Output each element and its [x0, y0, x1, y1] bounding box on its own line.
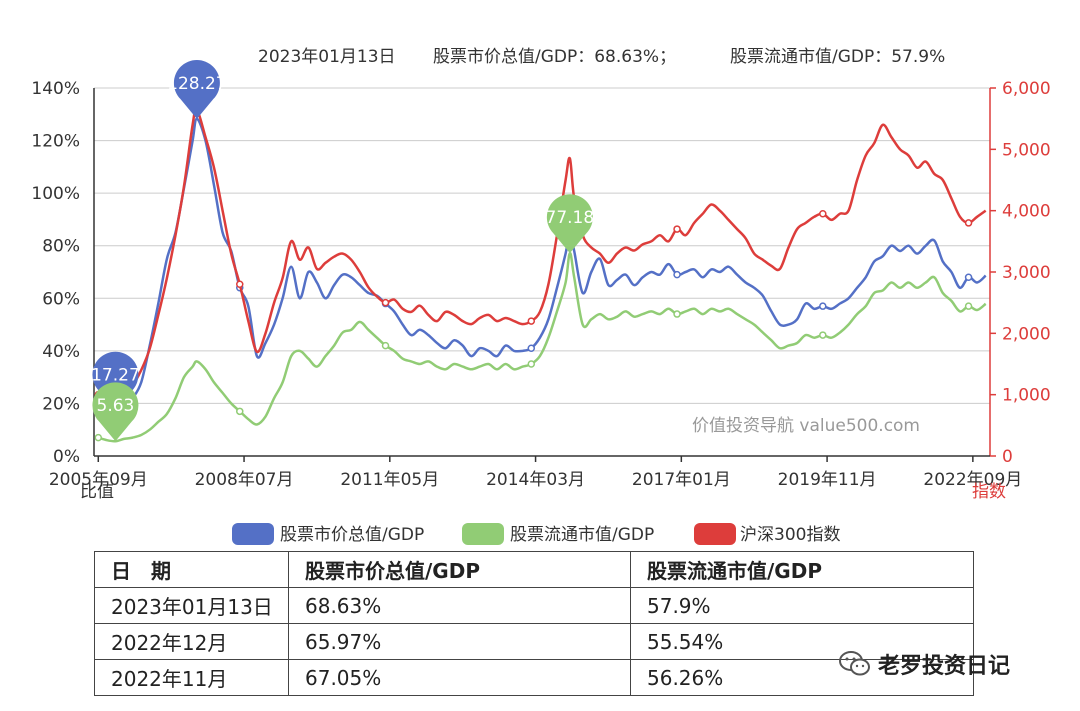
y-right-tick-label: 1,000 [1002, 386, 1051, 406]
x-tick-label: 2008年07月 [195, 470, 294, 490]
x-tick-label: 2014年03月 [486, 470, 585, 490]
series-point [673, 270, 681, 279]
x-tick-label: 2005年09月 [49, 470, 148, 490]
x-tick-label: 2022年09月 [923, 470, 1022, 490]
legend-swatch-total [232, 523, 274, 545]
pin-label: 77.18 [546, 208, 595, 228]
table-cell-date: 2022年12月 [94, 623, 289, 660]
series-point [236, 407, 244, 416]
series-point [673, 225, 681, 233]
pin-label: 5.63 [97, 396, 135, 416]
y-right-tick-label: 3,000 [1002, 263, 1051, 283]
pin-marker: 128.27 [167, 59, 227, 119]
header-float-ratio: 股票流通市值/GDP：57.9% [730, 47, 945, 67]
extreme-markers: 17.27 128.27 5.63 77.18 [91, 59, 595, 442]
pin-marker: 77.18 [546, 194, 595, 254]
float-ratio-line [97, 251, 987, 443]
hs300-index-line [97, 107, 987, 401]
series-point [819, 331, 827, 339]
series-point [819, 302, 827, 310]
x-tick-label: 2017年01月 [632, 470, 731, 490]
table-cell-date: 2023年01月13日 [94, 587, 289, 624]
table-row: 2023年01月13日 68.63% 57.9% [94, 587, 974, 624]
wechat-watermark: 老罗投资日记 [838, 648, 1010, 684]
legend-swatch-float [462, 523, 504, 545]
right-axis-unit: 指数 [972, 482, 1006, 502]
left-axis-unit: 比值 [80, 482, 114, 502]
pin-shape [173, 59, 220, 119]
series-point [527, 317, 536, 325]
series-point [527, 360, 536, 368]
legend-label-total: 股票市价总值/GDP [280, 525, 424, 545]
series-point [964, 302, 973, 310]
table-row: 2022年11月 67.05% 56.26% [94, 659, 974, 696]
y-right-tick-label: 4,000 [1002, 202, 1051, 222]
series-point [527, 344, 536, 352]
legend-label-index: 沪深300指数 [740, 525, 840, 545]
y-right-tick-label: 0 [1002, 447, 1013, 467]
y-left-tick-label: 100% [31, 184, 80, 204]
y-right-tick-label: 6,000 [1002, 79, 1051, 99]
series-point [236, 280, 244, 289]
table-cell-total: 65.97% [288, 623, 631, 660]
pin-shape [92, 382, 139, 442]
y-left-tick-label: 20% [42, 394, 80, 414]
series-point [964, 273, 973, 282]
wechat-account-name: 老罗投资日记 [878, 654, 1011, 679]
x-tick-label: 2011年05月 [340, 470, 439, 490]
table-cell-date: 2022年11月 [94, 659, 289, 696]
legend: 股票市价总值/GDP 股票流通市值/GDP 沪深300指数 [232, 523, 840, 545]
y-left-tick-label: 60% [42, 289, 80, 309]
series-point [819, 209, 827, 218]
y-left-tick-label: 120% [31, 132, 80, 152]
legend-label-float: 股票流通市值/GDP [510, 525, 654, 545]
y-left-tick-label: 40% [42, 342, 80, 362]
series-point [381, 298, 390, 307]
y-right-tick-label: 5,000 [1002, 140, 1051, 160]
series-point [94, 433, 103, 442]
table-header-row: 日 期 股票市价总值/GDP 股票流通市值/GDP [94, 551, 974, 588]
x-tick-label: 2019年11月 [778, 470, 877, 490]
y-left-tick-label: 140% [31, 79, 80, 99]
y-right-tick-label: 2,000 [1002, 324, 1051, 344]
pin-label: 17.27 [91, 366, 140, 386]
pin-marker: 5.63 [92, 382, 139, 442]
total-ratio-line [97, 117, 987, 412]
table-cell-float: 57.9% [630, 587, 974, 624]
y-left-tick-label: 0% [53, 447, 80, 467]
table-row: 2022年12月 65.97% 55.54% [94, 623, 974, 660]
table-cell-total: 67.05% [288, 659, 631, 696]
y-left-tick-label: 80% [42, 237, 80, 257]
table-header-float: 股票流通市值/GDP [630, 551, 974, 588]
series-point [381, 341, 390, 350]
table-header-total: 股票市价总值/GDP [288, 551, 631, 588]
wechat-icon [838, 650, 872, 684]
series-lines [94, 107, 987, 443]
legend-swatch-index [694, 523, 736, 545]
chart-watermark: 价值投资导航 value500.com [692, 416, 920, 436]
table-header-date: 日 期 [94, 551, 289, 588]
table-cell-float: 56.26% [630, 659, 974, 696]
series-point [673, 310, 681, 318]
header-total-ratio: 股票市价总值/GDP：68.63%； [433, 47, 676, 67]
table-cell-float: 55.54% [630, 623, 974, 660]
header-date: 2023年01月13日 [258, 47, 396, 67]
pin-label: 128.27 [167, 74, 226, 94]
series-point [964, 219, 973, 227]
table-cell-total: 68.63% [288, 587, 631, 624]
axes: 0% 20% 40% 60% 80% 100% 120% 140% 0 1,000 2,000 3,0… [31, 79, 1050, 490]
data-table: 日 期 股票市价总值/GDP 股票流通市值/GDP 2023年01月13日 68… [94, 551, 974, 696]
pin-shape [546, 194, 593, 254]
